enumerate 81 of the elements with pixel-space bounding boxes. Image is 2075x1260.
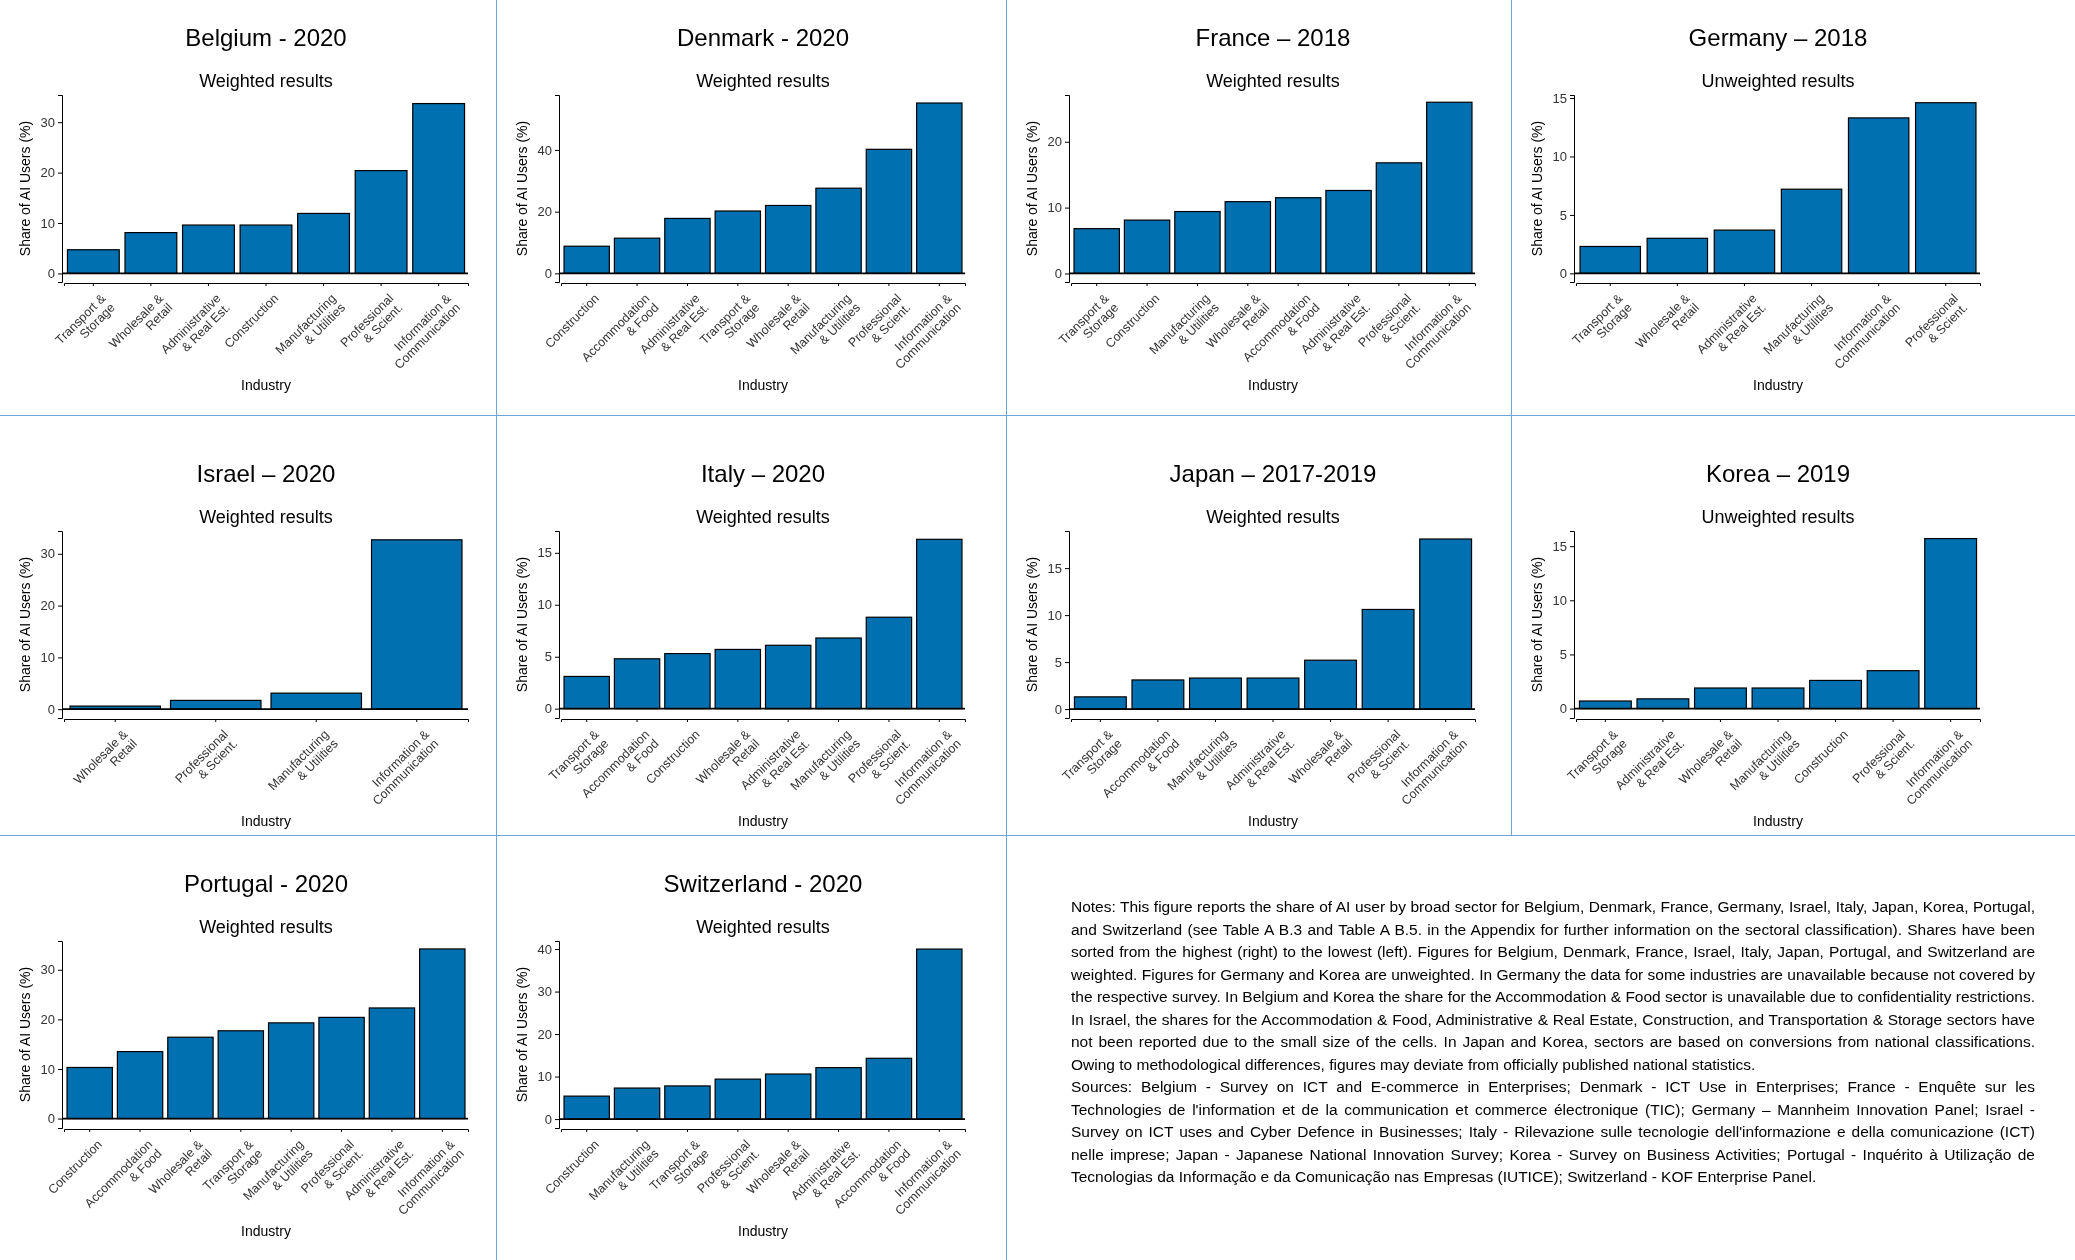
chart-title: Korea – 2019 [1705, 460, 1851, 487]
text: Notes: This figure reports the share of AI user by broad sector for Belgium, Denmark, France, Germany, Israel, Italy, Japan, Korea, Portugal, and Switzerland (see Table A B.3 and Table A B.5. in the Appendix for further information on the sectoral classification). Shares have been sorted from the highest (right) to the lowest (left). Figures for Belgium, Denmark, France, Israel, Italy, Japan, Portugal, and Switzerland are weighted. Figures for Germany and Korea are unweighted. In Germany the data for some industries are unavailable because not covered by the respective survey. In Belgium and Korea the share for the Accommodation & Food sector is unavailable due to confidentiality restrictions. In Israel, the shares for the Accommodation & Food, Administrative & Real Estate, Construction, and Transportation & Storage sectors have not been reported due to the small size of the cells. In Japan and Korea, sectors are based on conversions from national classifications. Owing to methodological differences, figures may deviate from officially published national statistics. [1071, 897, 2035, 1075]
x-axis-title: Industry [1753, 377, 1803, 393]
y-tick-label: 40 [537, 142, 552, 158]
chart-subtitle: Weighted results [696, 71, 830, 91]
chart-title: Italy – 2020 [700, 460, 826, 487]
y-tick-label: 0 [47, 701, 55, 717]
chart-title: Portugal - 2020 [183, 870, 349, 897]
chart-title: Switzerland - 2020 [663, 870, 863, 897]
y-tick-label: 5 [1559, 207, 1567, 223]
chart-subtitle: Weighted results [199, 917, 333, 937]
source-note: Sources: Belgium - Survey on ICT and E-commerce in Enterprises; Denmark - ICT Use in Enterprises; France - Enquête sur les Technologies de l'information et de la communication et commerce électronique (TIC); Germany – Mannheim Innovation Panel; Israel - Survey on ICT uses and Cyber Defence in Businesses; Italy - Rilevazione sulle tecnologie dell'informazione e della comunicazione (ICT) nelle imprese; Japan - Japanese National Innovation Survey; Korea - Survey on Business Activities; Portugal - Inquérito à Utilização de Tecnologias da Informação e da Comunicação nas Empresas (IUTICE); Switzerland - KOF Enterprise Panel. [1071, 1077, 2035, 1187]
y-tick-label: 15 [1552, 538, 1567, 554]
chart-subtitle: Weighted results [696, 507, 830, 527]
y-tick-label: 20 [40, 1012, 55, 1028]
y-tick-label: 10 [1552, 149, 1567, 165]
y-axis-title: Share of AI Users (%) [1529, 556, 1545, 693]
chart-subtitle: Weighted results [1206, 507, 1340, 527]
y-tick-label: 10 [1552, 592, 1567, 608]
y-axis-title: Share of AI Users (%) [17, 556, 33, 693]
y-tick-label: 0 [1054, 266, 1062, 282]
x-axis-title: Industry [738, 377, 788, 393]
y-tick-label: 10 [1047, 200, 1062, 216]
chart-subtitle: Weighted results [199, 507, 333, 527]
y-tick-label: 0 [544, 1111, 552, 1127]
chart-title: Germany – 2018 [1688, 24, 1868, 51]
y-tick-label: 0 [544, 266, 552, 282]
y-axis-title: Share of AI Users (%) [1024, 556, 1040, 693]
y-tick-label: 5 [544, 649, 552, 665]
chart-title: Israel – 2020 [196, 460, 336, 487]
y-tick-label: 10 [537, 1069, 552, 1085]
y-axis-title: Share of AI Users (%) [514, 556, 530, 693]
chart-subtitle: Unweighted results [1701, 507, 1855, 527]
y-tick-label: 30 [40, 546, 55, 562]
y-axis-title: Share of AI Users (%) [1024, 120, 1040, 257]
chart-title: France – 2018 [1195, 24, 1351, 51]
y-tick-label: 10 [40, 650, 55, 666]
x-axis-title: Industry [241, 377, 291, 393]
y-tick-label: 20 [537, 204, 552, 220]
y-axis-title: Share of AI Users (%) [514, 966, 530, 1103]
y-tick-label: 15 [537, 545, 552, 561]
chart-title: Denmark - 2020 [676, 24, 850, 51]
y-tick-label: 0 [1054, 701, 1062, 717]
y-tick-label: 15 [1552, 90, 1567, 106]
y-tick-label: 5 [1559, 647, 1567, 663]
chart-subtitle: Weighted results [696, 917, 830, 937]
y-tick-label: 0 [1559, 701, 1567, 717]
chart-subtitle: Unweighted results [1701, 71, 1855, 91]
y-tick-label: 10 [1047, 607, 1062, 623]
x-axis-title: Industry [241, 1223, 291, 1239]
y-axis-title: Share of AI Users (%) [17, 966, 33, 1103]
y-tick-label: 5 [1054, 654, 1062, 670]
y-tick-label: 40 [537, 941, 552, 957]
y-axis-title: Share of AI Users (%) [1529, 120, 1545, 257]
x-axis-title: Industry [241, 813, 291, 829]
y-axis-title: Share of AI Users (%) [17, 120, 33, 257]
y-tick-label: 20 [1047, 134, 1062, 150]
x-axis-title: Industry [1248, 813, 1298, 829]
chart-title: Japan – 2017-2019 [1169, 460, 1377, 487]
y-tick-label: 20 [537, 1026, 552, 1042]
y-tick-label: 20 [40, 165, 55, 181]
y-tick-label: 10 [537, 597, 552, 613]
x-axis-title: Industry [738, 1223, 788, 1239]
y-tick-label: 0 [47, 266, 55, 282]
x-axis-title: Industry [1248, 377, 1298, 393]
y-tick-label: 0 [544, 701, 552, 717]
chart-title: Belgium - 2020 [185, 24, 347, 51]
y-tick-label: 30 [40, 114, 55, 130]
x-axis-title: Industry [738, 813, 788, 829]
y-axis-title: Share of AI Users (%) [514, 120, 530, 257]
y-tick-label: 30 [40, 962, 55, 978]
y-tick-label: 15 [1047, 560, 1062, 576]
chart-subtitle: Weighted results [1206, 71, 1340, 91]
chart-subtitle: Weighted results [199, 71, 333, 91]
y-tick-label: 0 [47, 1111, 55, 1127]
y-tick-label: 10 [40, 1061, 55, 1077]
y-tick-label: 20 [40, 598, 55, 614]
x-axis-title: Industry [1753, 813, 1803, 829]
y-tick-label: 30 [537, 984, 552, 1000]
y-tick-label: 0 [1559, 266, 1567, 282]
y-tick-label: 10 [40, 215, 55, 231]
